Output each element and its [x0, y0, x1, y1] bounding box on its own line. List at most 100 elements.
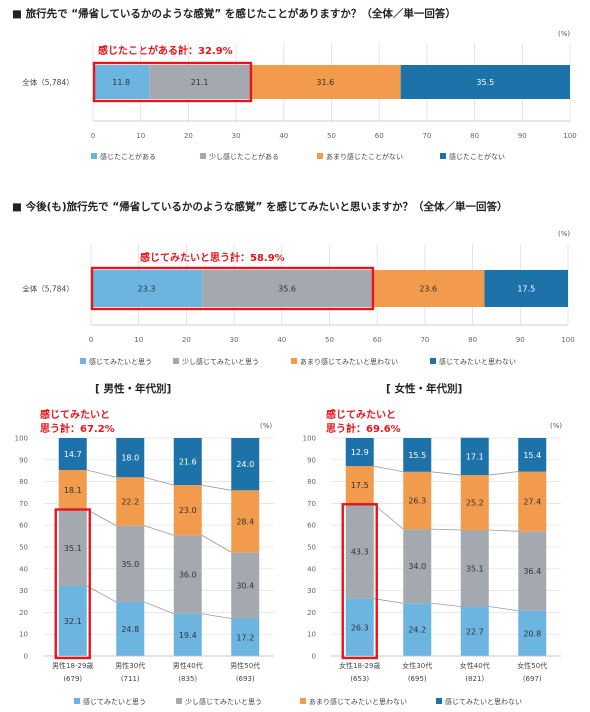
- bar-segment-4: [460, 437, 489, 476]
- y-tick-label: 40: [307, 565, 316, 573]
- x-tick-label: 20: [182, 336, 191, 344]
- y-tick-label: 90: [19, 456, 28, 464]
- x-tick-label: 90: [516, 336, 525, 344]
- x-tick-label: 50: [327, 132, 336, 140]
- category-label: 女性18-29歳: [339, 661, 380, 670]
- bar-segment-2: [460, 529, 489, 607]
- data-label: 17.2: [236, 633, 254, 642]
- bar-segment-2: [149, 65, 250, 99]
- y-tick-label: 10: [19, 631, 28, 639]
- category-label: 男性30代: [115, 661, 145, 670]
- connector-line: [488, 606, 519, 612]
- legend-swatch: [91, 153, 97, 159]
- x-tick-label: 10: [136, 132, 145, 140]
- category-n: (695): [408, 675, 427, 683]
- data-label: 35.0: [121, 560, 139, 569]
- highlight-box: [341, 503, 378, 660]
- data-label: 14.7: [64, 450, 82, 459]
- chart1-title: ■ 旅行先で “帰省しているかのような感覚” を感じたことがありますか？（全体／…: [12, 7, 456, 20]
- chart1-highlight-label: 感じたことがある計：32.9%: [98, 44, 233, 57]
- bar-segment-2: [518, 531, 547, 611]
- connector-line: [373, 598, 404, 604]
- bar-segment-4: [484, 270, 568, 307]
- bar-segment-2: [58, 509, 87, 587]
- x-tick-label: 0: [89, 336, 93, 344]
- y-tick-label: 30: [307, 587, 316, 595]
- data-label: 23.0: [179, 506, 197, 515]
- chart2-plot: 0 10 20 30 40 50 60 70 80 90 100 全体（5,784） 23.3 35.6 2…: [22, 244, 575, 366]
- legend-label: 感じてみたいと思う: [83, 697, 146, 706]
- legend-label: 感じたことがない: [449, 152, 505, 161]
- bar-segment-1: [116, 601, 145, 656]
- y-tick-label: 80: [19, 478, 28, 486]
- chart4-highlight-line2: 思う計：69.6%: [326, 422, 401, 435]
- data-label: 35.1: [64, 544, 82, 553]
- legend-label: あまり感じたことがない: [326, 152, 403, 161]
- x-tick-label: 70: [420, 336, 429, 344]
- chart2-title: ■ 今後(も)旅行先で “帰省しているかのような感覚” を感じてみたいと思います…: [12, 200, 507, 213]
- bar-segment-4: [231, 438, 260, 491]
- legend-swatch: [200, 153, 206, 159]
- x-tick-label: 100: [561, 336, 574, 344]
- bar-segment-1: [460, 606, 489, 656]
- data-label: 35.1: [466, 564, 484, 573]
- connector-line: [86, 469, 117, 478]
- connector-line: [201, 613, 232, 619]
- bar-segment-1: [518, 610, 547, 656]
- y-tick-label: 60: [19, 522, 28, 530]
- bar-segment-3: [460, 475, 489, 530]
- x-tick-label: 20: [184, 132, 193, 140]
- category-n: (693): [236, 675, 255, 683]
- data-label: 12.9: [351, 448, 369, 457]
- connector-line: [201, 484, 232, 491]
- connector-line: [373, 503, 404, 530]
- bar-segment-1: [91, 270, 203, 307]
- bar-segment-1: [58, 586, 87, 656]
- chart3-plot: 0 10 20 30 40 50 60 70 80 90 100 32.1 35.1 18.1 14.7 男性…: [15, 435, 274, 683]
- data-label: 18.1: [64, 486, 82, 495]
- connector-line: [431, 602, 461, 607]
- data-label: 27.4: [523, 497, 541, 506]
- bar-segment-3: [345, 466, 374, 505]
- data-label: 11.8: [112, 78, 130, 87]
- data-label: 35.5: [476, 78, 494, 87]
- data-label: 24.8: [121, 625, 139, 634]
- chart3-highlight-line2: 思う計：67.2%: [40, 422, 115, 435]
- bar-segment-1: [345, 598, 374, 656]
- data-label: 24.2: [408, 626, 426, 635]
- data-label: 17.5: [517, 285, 535, 294]
- data-label: 17.5: [351, 481, 369, 490]
- legend-swatch: [74, 698, 80, 704]
- chart3-unit: (%): [260, 422, 272, 430]
- bar-segment-4: [345, 438, 374, 467]
- category-n: (821): [465, 675, 484, 683]
- bar-segment-4: [518, 438, 547, 472]
- bar-segment-4: [116, 438, 145, 478]
- highlight-box: [90, 266, 375, 311]
- category-n: (679): [63, 675, 82, 683]
- bar-segment-1: [231, 618, 260, 656]
- category-n: (711): [121, 675, 140, 683]
- y-tick-label: 80: [307, 478, 316, 486]
- category-label: 全体（5,784）: [22, 284, 73, 294]
- x-tick-label: 70: [422, 132, 431, 140]
- chart1-unit: (%): [558, 30, 570, 38]
- bar-segment-3: [371, 270, 485, 307]
- connector-line: [488, 471, 519, 476]
- data-label: 35.6: [278, 285, 296, 294]
- bar-segment-2: [116, 525, 145, 602]
- bar-segment-2: [345, 504, 374, 599]
- data-label: 15.5: [408, 451, 426, 460]
- data-label: 22.7: [466, 627, 484, 636]
- y-tick-label: 0: [24, 653, 28, 661]
- chart4-unit: (%): [550, 422, 562, 430]
- bar-segment-2: [202, 270, 372, 307]
- legend-swatch: [436, 698, 442, 704]
- x-tick-label: 60: [375, 132, 384, 140]
- bar-segment-2: [173, 535, 202, 614]
- legend-swatch: [176, 698, 182, 704]
- connector-line: [86, 585, 117, 603]
- bar-segment-1: [403, 603, 432, 656]
- highlight-box: [92, 61, 253, 103]
- legend-label: 感じたことがある: [100, 152, 156, 161]
